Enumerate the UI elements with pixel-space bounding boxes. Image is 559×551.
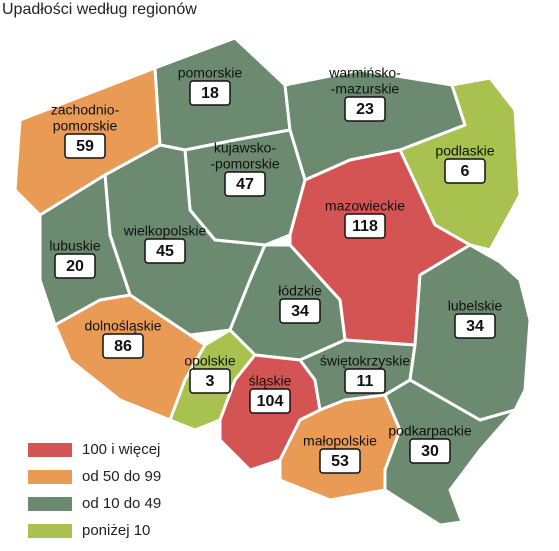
value-box	[444, 158, 486, 184]
value-label: 18	[201, 85, 219, 102]
region-label: podkarpackie	[388, 423, 471, 439]
legend-label: poniżej 10	[82, 522, 150, 539]
region-label: lubuskie	[49, 238, 101, 254]
region-label: małopolskie	[303, 433, 377, 449]
region-label: zachodnio-	[51, 102, 120, 118]
legend-label: 100 i więcej	[82, 441, 160, 458]
value-box	[279, 298, 321, 324]
region-label: kujawsko-	[214, 140, 277, 156]
value-box	[454, 313, 496, 339]
value-label: 3	[206, 373, 215, 390]
region-label: -pomorskie	[210, 156, 279, 172]
value-label: 30	[421, 443, 439, 460]
value-label: 118	[352, 218, 378, 235]
value-box	[224, 171, 266, 197]
value-box	[344, 96, 386, 122]
legend-swatch	[28, 524, 72, 538]
region-label: śląskie	[249, 373, 292, 389]
region-label: łódzkie	[278, 283, 322, 299]
value-box	[344, 368, 386, 394]
region-label: lubelskie	[448, 298, 503, 314]
value-box	[189, 368, 231, 394]
value-label: 53	[331, 453, 349, 470]
region-label: podlaskie	[435, 143, 494, 159]
value-box	[189, 80, 231, 106]
value-box	[319, 448, 361, 474]
value-label: 104	[257, 393, 284, 410]
value-box	[64, 133, 106, 159]
value-box	[54, 253, 96, 279]
title: Upadłości według regionów	[2, 1, 197, 18]
legend-label: od 10 do 49	[82, 495, 161, 512]
value-label: 34	[291, 303, 309, 320]
region-label: mazowieckie	[325, 198, 405, 214]
region-label: opolskie	[184, 353, 236, 369]
legend-swatch	[28, 497, 72, 511]
value-label: 47	[236, 176, 254, 193]
region-label: wielkopolskie	[123, 223, 207, 239]
value-box	[144, 238, 186, 264]
value-label: 6	[461, 163, 470, 180]
value-label: 86	[114, 338, 132, 355]
value-box	[409, 438, 451, 464]
region-label: pomorskie	[178, 65, 243, 81]
region-label: świętokrzyskie	[320, 353, 410, 369]
legend-label: od 50 do 99	[82, 468, 161, 485]
value-label: 34	[466, 318, 484, 335]
region-label: pomorskie	[53, 118, 118, 134]
legend-swatch	[28, 443, 72, 457]
value-label: 59	[76, 138, 94, 155]
legend-swatch	[28, 470, 72, 484]
value-box	[102, 333, 144, 359]
value-label: 20	[66, 258, 84, 275]
value-box	[249, 388, 291, 414]
value-label: 45	[156, 243, 174, 260]
region-label: -mazurskie	[331, 81, 400, 97]
value-label: 11	[357, 373, 374, 390]
value-label: 23	[356, 101, 374, 118]
region-label: dolnośląskie	[84, 318, 161, 334]
region-label: warmińsko-	[328, 65, 401, 81]
value-box	[344, 213, 386, 239]
